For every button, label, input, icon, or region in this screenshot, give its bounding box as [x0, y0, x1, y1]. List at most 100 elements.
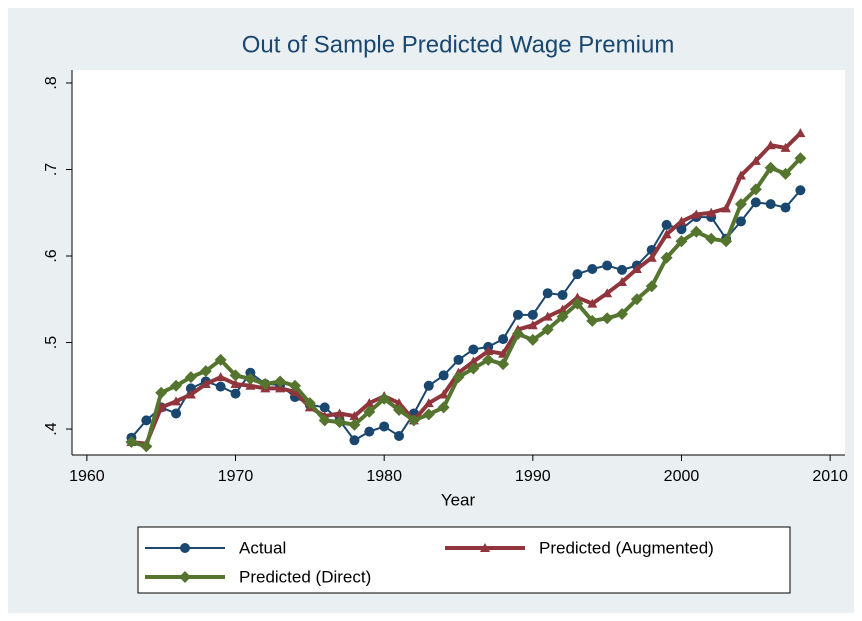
marker [171, 396, 182, 406]
marker [735, 170, 746, 180]
marker [706, 207, 717, 217]
marker [349, 435, 360, 446]
marker [171, 408, 182, 419]
marker [453, 354, 464, 365]
y-tick-label: .6 [43, 249, 60, 262]
marker [587, 263, 598, 274]
marker [141, 415, 152, 426]
marker [586, 314, 599, 327]
marker [645, 280, 658, 293]
marker [794, 152, 807, 165]
marker [571, 297, 584, 310]
legend-marker [480, 543, 490, 552]
marker [349, 411, 360, 421]
marker [200, 379, 211, 389]
marker [511, 327, 524, 340]
legend-label: Predicted (Direct) [239, 567, 371, 586]
marker [527, 320, 538, 330]
marker [542, 311, 553, 321]
x-tick-label: 2010 [812, 468, 848, 485]
marker [363, 405, 376, 418]
marker [749, 183, 762, 196]
legend [137, 526, 791, 594]
marker [423, 380, 434, 391]
marker [155, 386, 168, 399]
marker [617, 276, 628, 286]
x-axis-title: Year [441, 490, 476, 509]
marker [245, 380, 256, 390]
marker [542, 288, 553, 299]
legend-label: Actual [239, 538, 286, 557]
marker [779, 167, 792, 180]
marker [378, 392, 391, 405]
marker [334, 408, 345, 418]
marker [437, 401, 450, 414]
legend-marker [179, 571, 191, 583]
x-tick-label: 1960 [69, 468, 105, 485]
marker [275, 383, 286, 393]
marker [274, 375, 287, 388]
marker [229, 369, 242, 382]
x-tick-label: 1980 [366, 468, 402, 485]
marker [764, 161, 777, 174]
marker [795, 185, 806, 196]
y-tick-label: .7 [43, 163, 60, 176]
marker [587, 298, 598, 308]
marker [630, 293, 643, 306]
marker [140, 440, 153, 453]
marker [734, 198, 747, 211]
marker [705, 232, 718, 245]
plot-area [72, 70, 845, 455]
marker [526, 333, 539, 346]
marker [795, 128, 806, 138]
marker [318, 414, 331, 427]
marker [631, 263, 642, 273]
marker [602, 288, 613, 298]
marker [512, 309, 523, 320]
marker [601, 312, 614, 325]
marker [556, 310, 569, 323]
marker [765, 140, 776, 150]
marker [646, 252, 657, 262]
marker [498, 334, 509, 345]
marker [483, 346, 494, 356]
series-line [130, 156, 802, 449]
marker [617, 264, 628, 275]
marker [541, 323, 554, 336]
marker [661, 219, 672, 230]
x-tick-label: 1970 [218, 468, 254, 485]
y-tick-label: .8 [43, 76, 60, 89]
marker [407, 414, 420, 427]
marker [288, 379, 301, 392]
marker [468, 344, 479, 355]
marker [438, 370, 449, 381]
marker [259, 378, 272, 391]
marker [660, 251, 673, 264]
marker [557, 289, 568, 300]
marker [379, 421, 390, 432]
marker [199, 365, 212, 378]
marker [691, 209, 702, 219]
marker [394, 398, 405, 408]
y-tick-label: .4 [43, 422, 60, 435]
marker [303, 397, 316, 410]
marker [423, 398, 434, 408]
marker [348, 418, 361, 431]
marker [735, 216, 746, 227]
chart-title: Out of Sample Predicted Wage Premium [242, 31, 675, 58]
marker [482, 353, 495, 366]
marker [676, 224, 687, 235]
marker [245, 367, 256, 378]
marker [244, 372, 257, 385]
marker [572, 269, 583, 280]
marker [720, 235, 733, 248]
marker [230, 388, 241, 399]
x-tick-label: 2000 [664, 468, 700, 485]
marker [750, 197, 761, 208]
marker [364, 426, 375, 437]
legend-label: Predicted (Augmented) [539, 538, 714, 557]
marker [557, 304, 568, 314]
legend-marker [180, 543, 190, 553]
marker [333, 416, 346, 429]
